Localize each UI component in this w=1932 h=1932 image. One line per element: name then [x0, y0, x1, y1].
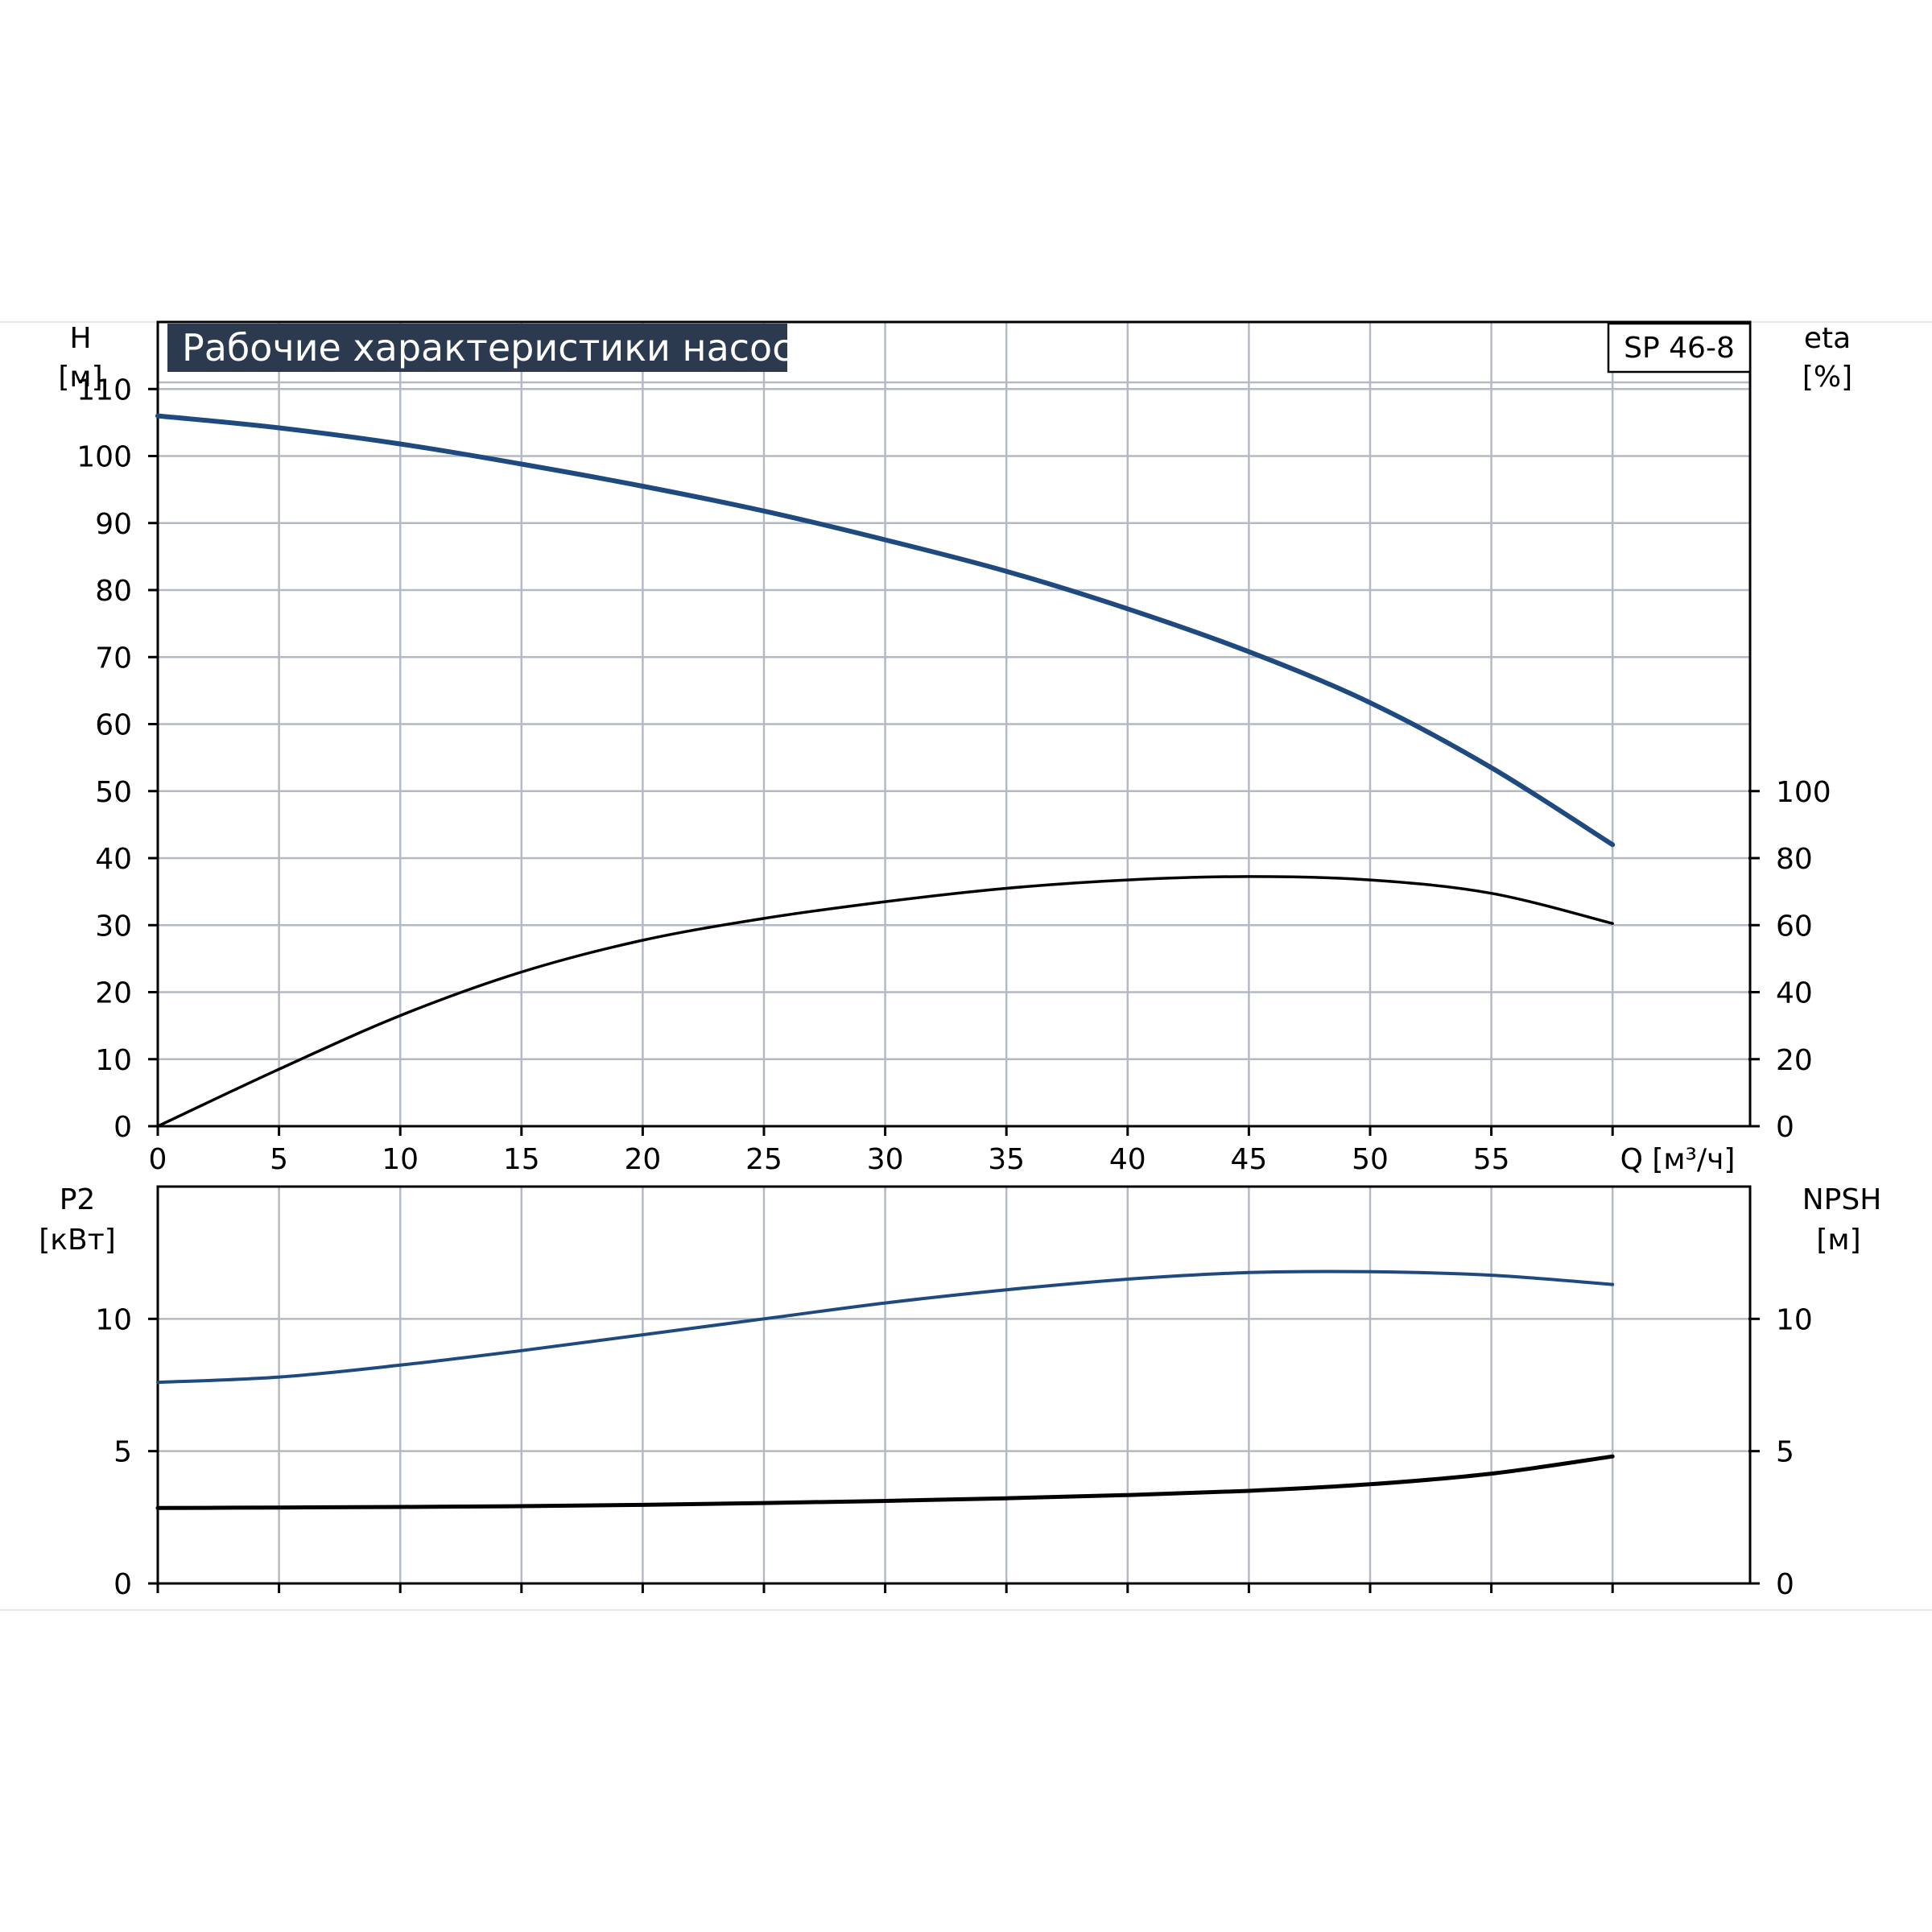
- y-right-tick-label: 20: [1776, 1044, 1813, 1077]
- title-box: [167, 324, 787, 372]
- x-tick-label: 20: [624, 1143, 661, 1176]
- y-right-tick-label: 10: [1776, 1303, 1813, 1336]
- y-right-tick-label: 5: [1776, 1436, 1794, 1469]
- x-tick-label: 30: [867, 1143, 904, 1176]
- y-left-tick-label: 40: [95, 843, 132, 876]
- y-right-tick-label: 0: [1776, 1111, 1794, 1144]
- x-tick-label: 45: [1230, 1143, 1267, 1176]
- x-tick-label: 10: [382, 1143, 419, 1176]
- x-tick-label: 0: [149, 1143, 167, 1176]
- y-left-tick-label: 70: [95, 642, 132, 675]
- chart-title: Рабочие характеристики насоса: [182, 326, 815, 369]
- x-tick-label: 50: [1352, 1143, 1389, 1176]
- y-left-tick-label: 10: [95, 1303, 132, 1336]
- y-left-tick-label: 50: [95, 776, 132, 809]
- series-line-npsh: [155, 1454, 1615, 1510]
- y-right-tick-label: 80: [1776, 843, 1813, 876]
- bottom-panel: 0 5 10 0 5 10: [95, 1185, 1813, 1601]
- x-tick-label: 35: [988, 1143, 1025, 1176]
- p2-axis-label-symbol: P2: [60, 1183, 96, 1216]
- y-left-tick-label: 100: [76, 441, 132, 474]
- y-left-tick-label: 80: [95, 575, 132, 608]
- x-tick-label: 25: [745, 1143, 782, 1176]
- y-left-tick-label: 0: [114, 1568, 132, 1601]
- eta-axis-label-symbol: eta: [1804, 322, 1851, 355]
- x-tick-label: 15: [503, 1143, 540, 1176]
- series-line-efficiency: [156, 875, 1614, 1128]
- series-line-head: [155, 413, 1616, 848]
- y-left-tick-label: 20: [95, 977, 132, 1010]
- p2-axis-label-unit: [кВт]: [39, 1224, 116, 1257]
- y-right-tick-label: 40: [1776, 977, 1813, 1010]
- y-right-tick-label: 0: [1776, 1568, 1794, 1601]
- x-tick-label: 55: [1473, 1143, 1510, 1176]
- plot-frame: [156, 1185, 1752, 1585]
- q-axis-label: Q [м³/ч]: [1620, 1143, 1736, 1176]
- y-left-tick-label: 90: [95, 508, 132, 541]
- h-axis-label-unit: [м]: [58, 361, 102, 394]
- model-box: [1607, 322, 1752, 374]
- y-left-tick-label: 110: [76, 374, 132, 407]
- model-label: SP 46-8: [1624, 332, 1735, 365]
- npsh-axis-label-unit: [м]: [1816, 1224, 1860, 1257]
- y-right-tick-label: 60: [1776, 910, 1813, 943]
- x-tick-label: 40: [1109, 1143, 1146, 1176]
- y-left-tick-label: 60: [95, 709, 132, 742]
- top-panel: 0 10 20 30 40 50 60 70 80 90 100 110 0 20 40 60 80 100 0 5 1…: [76, 320, 1831, 1176]
- y-left-tick-label: 30: [95, 910, 132, 943]
- series-line-power-p2: [156, 1269, 1615, 1385]
- y-left-tick-label: 10: [95, 1044, 132, 1077]
- h-axis-label-symbol: H: [69, 322, 91, 355]
- y-left-tick-label: 5: [114, 1436, 132, 1469]
- y-left-tick-label: 0: [114, 1111, 132, 1144]
- npsh-axis-label-symbol: NPSH: [1802, 1183, 1882, 1216]
- y-right-tick-label: 100: [1776, 776, 1831, 809]
- x-tick-label: 5: [270, 1143, 288, 1176]
- eta-axis-label-unit: [%]: [1802, 361, 1852, 394]
